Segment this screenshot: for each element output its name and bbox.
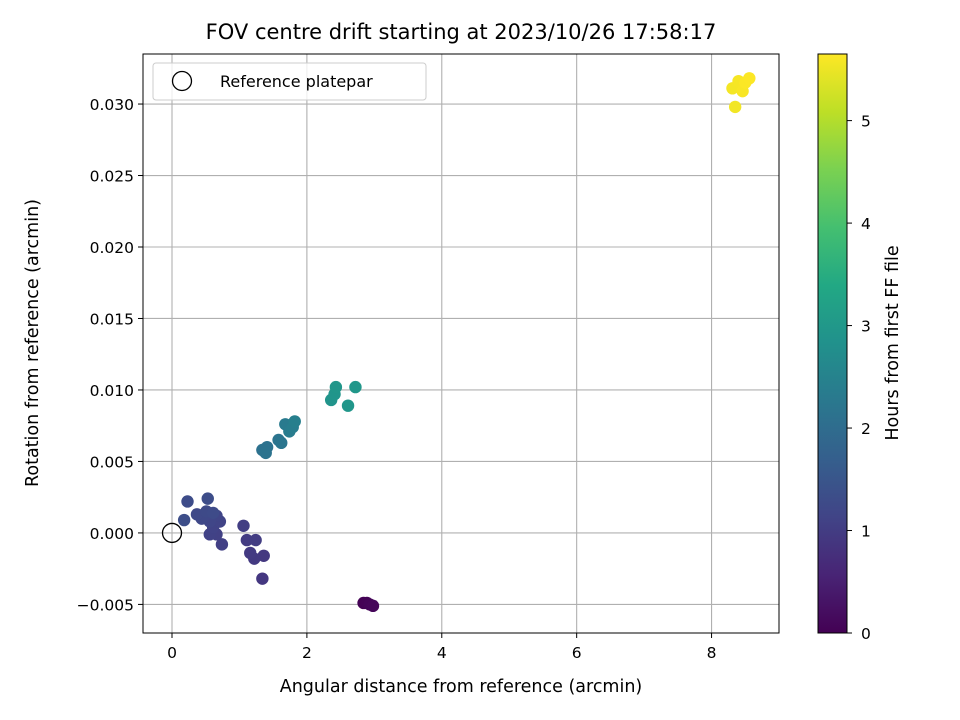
legend-reference-marker	[171, 70, 193, 92]
data-point	[349, 380, 362, 394]
data-point	[743, 72, 756, 85]
colorbar	[817, 53, 848, 634]
colorbar-tick-label: 2	[861, 420, 871, 438]
data-point	[259, 446, 272, 460]
colorbar-tick-label: 3	[861, 318, 871, 336]
data-point	[237, 519, 250, 532]
y-tick-label: 0.010	[90, 382, 134, 400]
data-point	[177, 513, 191, 527]
reference-layer	[161, 522, 183, 544]
x-tick-label: 0	[167, 644, 177, 662]
x-tick-label: 2	[302, 644, 312, 662]
data-point	[201, 492, 214, 505]
legend: Reference platepar	[152, 62, 427, 101]
data-point	[240, 533, 254, 547]
x-axis: 0 2 4 6 8	[167, 633, 716, 662]
data-point	[206, 506, 220, 520]
legend-entry-reference: Reference platepar	[220, 72, 373, 91]
data-points	[177, 72, 756, 613]
x-axis-label: Angular distance from reference (arcmin)	[280, 677, 643, 697]
reference-platepar-marker	[161, 522, 183, 544]
colorbar-tick-label: 1	[861, 523, 871, 541]
data-point	[275, 436, 288, 450]
legend-box	[152, 62, 427, 101]
y-axis-label: Rotation from reference (arcmin)	[23, 199, 43, 487]
x-tick-label: 4	[437, 644, 447, 662]
data-point	[329, 380, 343, 394]
grid-lines	[143, 54, 779, 633]
chart-title: FOV centre drift starting at 2023/10/26 …	[206, 20, 717, 44]
data-point	[244, 546, 257, 560]
data-point	[366, 599, 380, 613]
colorbar-tick-label: 0	[861, 625, 871, 643]
data-point	[728, 100, 742, 114]
colorbar-tick-label: 5	[861, 113, 871, 131]
y-tick-label: 0.030	[90, 96, 134, 114]
y-tick-label: 0.005	[90, 453, 134, 471]
y-axis: −0.005 0.000 0.005 0.010 0.015 0.020 0.025 0.03…	[77, 96, 143, 614]
data-point	[288, 415, 301, 428]
data-point	[249, 533, 262, 547]
y-tick-label: 0.025	[90, 168, 134, 186]
y-tick-label: 0.000	[90, 525, 134, 543]
data-point	[181, 495, 194, 508]
colorbar-tick-label: 4	[861, 215, 871, 233]
x-tick-label: 8	[707, 644, 717, 662]
plot-frame	[142, 53, 780, 634]
colorbar-label: Hours from first FF file	[883, 245, 903, 440]
colorbar-ticks: 0 1 2 3 4 5	[847, 113, 871, 643]
y-tick-label: −0.005	[77, 596, 134, 614]
y-tick-label: 0.020	[90, 239, 134, 257]
y-tick-label: 0.015	[90, 310, 134, 328]
data-point	[341, 399, 355, 412]
data-point	[256, 572, 269, 585]
data-point	[215, 538, 229, 551]
data-point	[257, 549, 270, 562]
x-tick-label: 6	[572, 644, 582, 662]
data-point	[190, 508, 204, 521]
